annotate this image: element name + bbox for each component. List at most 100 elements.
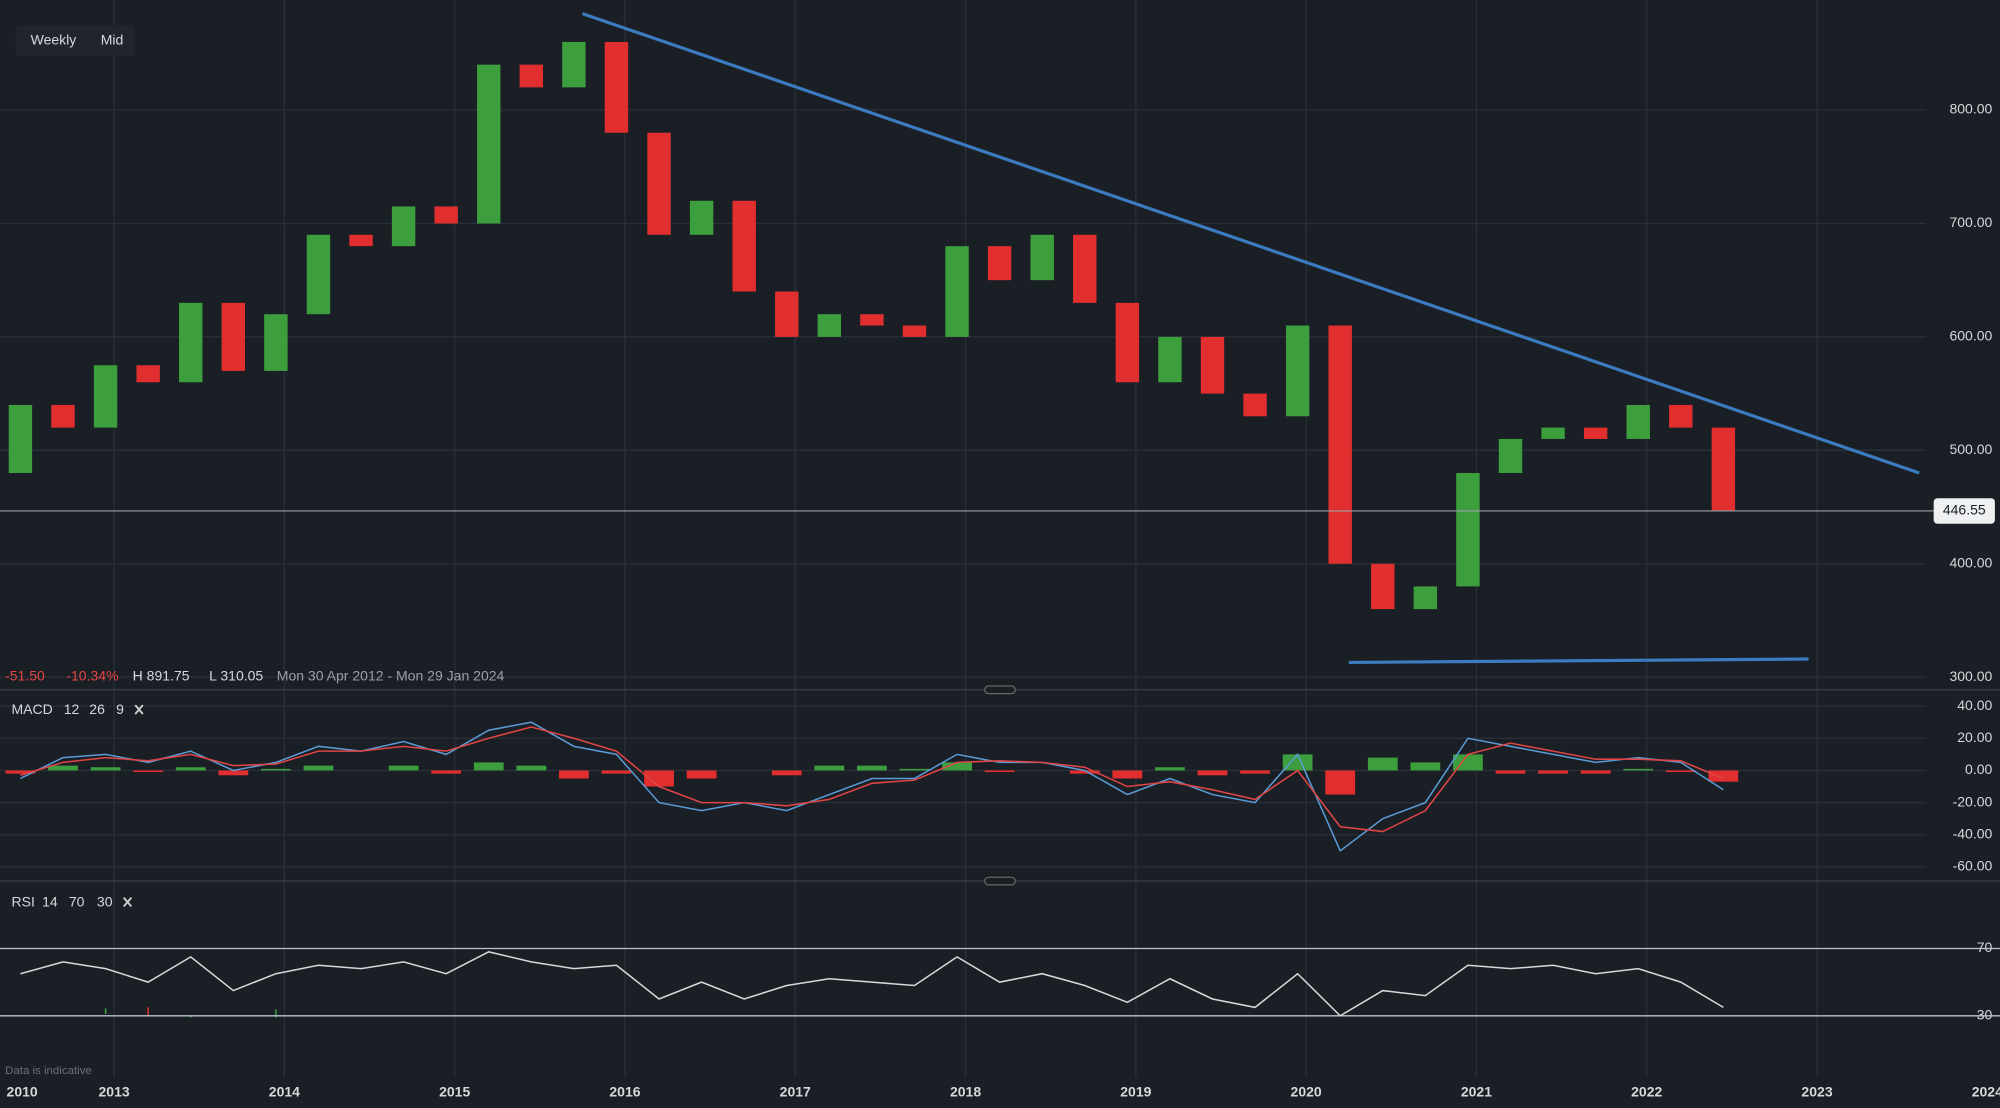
- high: H 891.75: [133, 668, 190, 684]
- histogram-bar: [1538, 770, 1568, 774]
- histogram-bar: [1069, 770, 1100, 774]
- x-tick-label: 2016: [609, 1083, 640, 1099]
- candle-body: [562, 41, 586, 88]
- candle-body: [1115, 302, 1140, 383]
- x-tick-label: 2013: [99, 1083, 130, 1099]
- histogram-bar: [814, 765, 845, 771]
- indicator-label: MACD: [11, 701, 52, 717]
- resize-handle[interactable]: [984, 685, 1016, 695]
- histogram-bar: [260, 768, 291, 771]
- indicator-param: 30: [97, 893, 113, 909]
- y-tick-label: 800.00: [1949, 101, 1992, 117]
- candle-body: [136, 365, 160, 383]
- histogram-bar: [1623, 768, 1654, 771]
- histogram-bar: [5, 770, 36, 774]
- candle-body: [1030, 234, 1054, 281]
- y-tick-label: 700.00: [1949, 214, 1992, 230]
- y-tick-label: 600.00: [1949, 328, 1992, 344]
- candle-body: [1073, 234, 1097, 303]
- candle-body: [732, 200, 756, 292]
- interval-box[interactable]: [15, 25, 136, 57]
- x-tick-label: 2014: [269, 1083, 300, 1099]
- x-tick-label: 2018: [950, 1083, 981, 1099]
- histogram-bar: [558, 770, 589, 779]
- close-icon[interactable]: [134, 704, 144, 715]
- y-tick-label: 0.00: [1965, 761, 1992, 777]
- x-tick-label: 2022: [1631, 1083, 1662, 1099]
- candle-body: [1285, 325, 1310, 417]
- histogram-bar: [644, 770, 674, 787]
- candle-body: [689, 200, 714, 235]
- rsi-line: [20, 951, 1724, 1017]
- candle-body: [1583, 427, 1608, 439]
- resize-handle[interactable]: [984, 876, 1016, 886]
- candle-body: [817, 314, 842, 337]
- histogram-bar: [1453, 754, 1483, 771]
- signal-line: [20, 726, 1724, 833]
- histogram-bar: [1495, 770, 1526, 774]
- candle-body: [349, 234, 373, 247]
- y-tick-label: -40.00: [1953, 825, 1993, 841]
- indicator-param: 14: [42, 893, 58, 909]
- candle-body: [179, 302, 203, 383]
- y-tick-label: 500.00: [1949, 441, 1992, 457]
- candle-body: [1200, 336, 1225, 394]
- price-type[interactable]: Mid: [101, 32, 124, 48]
- histogram-bar: [1240, 770, 1270, 774]
- candle-body: [477, 64, 501, 224]
- histogram-bar: [48, 765, 78, 771]
- x-tick-label: 2019: [1120, 1083, 1151, 1099]
- histogram-bar: [388, 765, 419, 771]
- candle-body: [647, 132, 671, 235]
- candle-body: [1243, 393, 1267, 417]
- candle-body: [1711, 427, 1736, 511]
- indicator-label: RSI: [11, 893, 34, 909]
- histogram-bar: [303, 765, 334, 771]
- x-tick-label: 2017: [780, 1083, 811, 1099]
- y-tick-label: 70: [1977, 939, 1993, 955]
- y-tick-label: -60.00: [1953, 858, 1993, 874]
- trendline: [581, 12, 1920, 475]
- histogram-bar: [857, 765, 887, 771]
- y-tick-label: 400.00: [1949, 554, 1992, 570]
- last-price-box: [1933, 498, 1995, 524]
- x-tick-label: 2010: [7, 1083, 38, 1099]
- histogram-bar: [686, 770, 717, 779]
- candle-body: [1669, 404, 1693, 428]
- candle-body: [945, 246, 969, 337]
- candle-body: [93, 365, 118, 428]
- macd-line: [20, 721, 1724, 853]
- trendline: [1348, 657, 1809, 665]
- close-icon[interactable]: [122, 896, 133, 908]
- data-note: Data is indicative: [5, 1065, 92, 1077]
- x-tick-label: 2021: [1461, 1083, 1492, 1099]
- histogram-bar: [431, 770, 462, 774]
- y-tick-label: -20.00: [1953, 793, 1993, 809]
- x-tick-label: 2015: [439, 1083, 470, 1099]
- candle-body: [1371, 563, 1395, 610]
- last-price-label: 446.55: [1943, 502, 1986, 518]
- low: L 310.05: [209, 668, 263, 684]
- candle-body: [519, 64, 544, 88]
- indicator-param: 26: [89, 701, 105, 717]
- y-tick-label: 300.00: [1949, 668, 1992, 684]
- x-tick-label: 2023: [1801, 1083, 1832, 1099]
- candle-body: [604, 41, 629, 133]
- candle-body: [434, 206, 458, 224]
- histogram-bar: [473, 762, 504, 771]
- histogram-bar: [218, 770, 249, 776]
- y-tick-label: 20.00: [1957, 729, 1992, 745]
- histogram-bar: [942, 762, 972, 771]
- indicator-param: 9: [116, 701, 124, 717]
- histogram-bar: [1197, 770, 1228, 776]
- change: -51.50: [5, 668, 45, 684]
- candle-body: [51, 404, 75, 428]
- histogram-bar: [1367, 757, 1398, 771]
- histogram-bar: [90, 767, 121, 771]
- histogram-bar: [1410, 762, 1441, 771]
- candle-body: [221, 302, 246, 371]
- y-tick-label: 40.00: [1957, 697, 1992, 713]
- histogram-bar: [1282, 754, 1313, 771]
- interval[interactable]: Weekly: [31, 32, 77, 48]
